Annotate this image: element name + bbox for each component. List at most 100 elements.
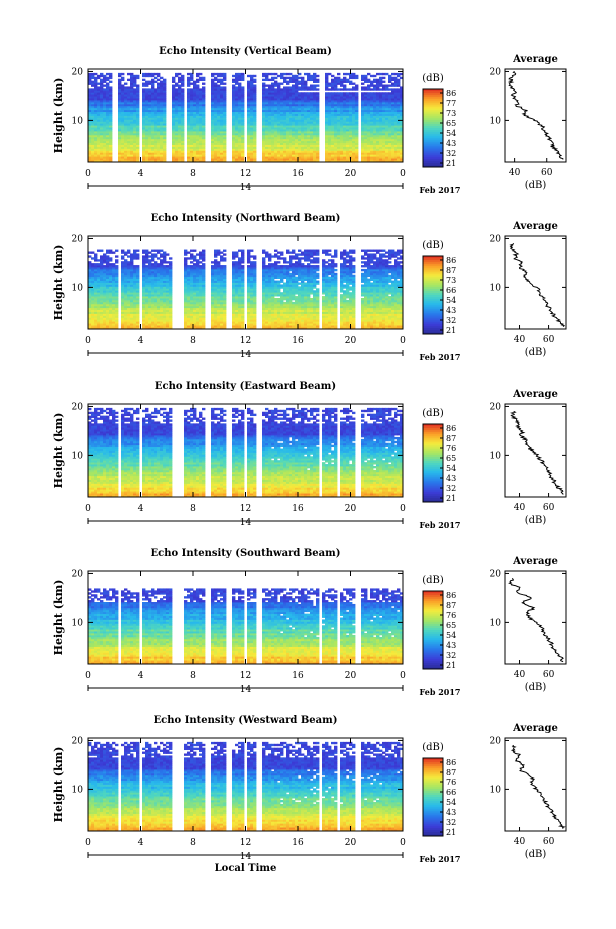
y-tick-label: 10 (72, 451, 84, 461)
avg-y-tick-label: 20 (490, 569, 502, 579)
x-tick-label: 0 (400, 671, 406, 681)
average-profile-line (509, 243, 566, 327)
avg-y-tick-label: 10 (490, 451, 502, 461)
x-tick-label: 4 (138, 336, 144, 346)
panel-5: Echo Intensity (Westward Beam) 20 10 Height… (52, 715, 567, 874)
colorbar-tick-label: 77 (446, 99, 456, 108)
colorbar-tick-label: 86 (446, 256, 456, 265)
avg-x-axis-label: (dB) (525, 849, 547, 860)
x-tick-label: 8 (190, 504, 196, 514)
avg-y-tick-label: 10 (490, 618, 502, 628)
x-tick-label: 4 (138, 504, 144, 514)
colorbar-tick-label: 21 (446, 661, 456, 670)
colorbar-tick-label: 86 (446, 89, 456, 98)
colorbar-tick-label: 86 (446, 758, 456, 767)
avg-y-tick-label: 20 (490, 736, 502, 746)
avg-y-tick-label: 20 (490, 67, 502, 77)
y-axis-label: Height (km) (52, 580, 65, 656)
colorbar-tick-label: 76 (446, 444, 456, 453)
x-tick-label: 8 (190, 169, 196, 179)
x-tick-label: 12 (240, 671, 251, 681)
colorbar-frame (422, 757, 444, 837)
y-tick-label: 10 (72, 785, 84, 795)
colorbar-tick-label: 32 (446, 818, 456, 827)
x-tick-label: 0 (85, 671, 91, 681)
y-axis-label: Height (km) (52, 78, 65, 154)
colorbar-tick-label: 21 (446, 326, 456, 335)
x-tick-label: 20 (345, 671, 357, 681)
colorbar (423, 256, 443, 335)
colorbar-tick-label: 87 (446, 601, 456, 610)
colorbar-tick-label: 21 (446, 494, 456, 503)
avg-x-tick-label: 60 (543, 335, 555, 345)
average-frame (504, 403, 567, 498)
colorbar-tick-label: 32 (446, 484, 456, 493)
colorbar-tick-label: 43 (446, 474, 456, 483)
x-tick-label: 0 (400, 336, 406, 346)
avg-y-tick-label: 20 (490, 402, 502, 412)
avg-y-tick-label: 20 (490, 234, 502, 244)
y-tick-label: 20 (72, 736, 84, 746)
x-tick-label: 16 (292, 169, 304, 179)
colorbar (423, 424, 443, 503)
avg-x-tick-label: 40 (514, 837, 526, 847)
average-frame (504, 235, 567, 330)
date-tick-label: 14 (240, 183, 252, 193)
colorbar-frame (422, 590, 444, 670)
y-tick-label: 10 (72, 116, 84, 126)
colorbar-unit: (dB) (422, 73, 444, 84)
x-tick-label: 16 (292, 671, 304, 681)
x-tick-label: 16 (292, 504, 304, 514)
colorbar-unit: (dB) (422, 240, 444, 251)
colorbar-tick-label: 32 (446, 149, 456, 158)
x-tick-label: 20 (345, 336, 357, 346)
average-profile-panel: Average 20 10 40 60 (dB) (490, 556, 567, 693)
y-tick-label: 10 (72, 283, 84, 293)
y-tick-label: 20 (72, 402, 84, 412)
colorbar-tick-label: 32 (446, 316, 456, 325)
colorbar-tick-label: 43 (446, 808, 456, 817)
x-tick-label: 16 (292, 336, 304, 346)
colorbar (423, 591, 443, 670)
heatmap-cells (88, 249, 404, 330)
colorbar-tick-label: 21 (446, 159, 456, 168)
y-axis-label: Height (km) (52, 413, 65, 489)
average-title: Average (512, 389, 558, 400)
x-tick-label: 12 (240, 504, 251, 514)
x-tick-label: 12 (240, 336, 251, 346)
heatmap-cells (88, 588, 404, 665)
average-frame (504, 68, 567, 163)
y-axis-label: Height (km) (52, 245, 65, 321)
avg-x-tick-label: 40 (514, 670, 526, 680)
y-tick-label: 20 (72, 569, 84, 579)
avg-x-axis-label: (dB) (525, 180, 547, 191)
x-tick-label: 0 (400, 838, 406, 848)
panel-4: Echo Intensity (Southward Beam) 20 10 Heigh… (52, 548, 567, 697)
colorbar-frame (422, 88, 444, 168)
panel-2: Echo Intensity (Northward Beam) 20 10 Heigh… (52, 213, 567, 362)
colorbar-tick-label: 86 (446, 591, 456, 600)
colorbar-tick-label: 65 (446, 621, 456, 630)
colorbar-tick-label: 87 (446, 434, 456, 443)
average-profile-line (508, 577, 564, 663)
date-tick-label: 14 (240, 852, 252, 862)
colorbar-unit: (dB) (422, 575, 444, 586)
avg-x-tick-label: 40 (514, 335, 526, 345)
average-profile-line (510, 744, 566, 829)
avg-x-tick-label: 60 (543, 837, 555, 847)
x-tick-label: 0 (400, 504, 406, 514)
average-profile-line (508, 71, 564, 160)
avg-x-tick-label: 40 (509, 168, 521, 178)
colorbar-tick-label: 54 (446, 798, 456, 807)
y-tick-label: 20 (72, 234, 84, 244)
average-profile-panel: Average 20 10 40 60 (dB) (490, 54, 567, 191)
colorbar-tick-label: 76 (446, 611, 456, 620)
avg-x-tick-label: 40 (514, 503, 526, 513)
y-tick-label: 20 (72, 67, 84, 77)
date-tick-label: 14 (240, 350, 252, 360)
panel-title: Echo Intensity (Southward Beam) (151, 548, 341, 559)
panel-title: Echo Intensity (Vertical Beam) (159, 46, 332, 57)
x-tick-label: 4 (138, 671, 144, 681)
colorbar-tick-label: 54 (446, 464, 456, 473)
